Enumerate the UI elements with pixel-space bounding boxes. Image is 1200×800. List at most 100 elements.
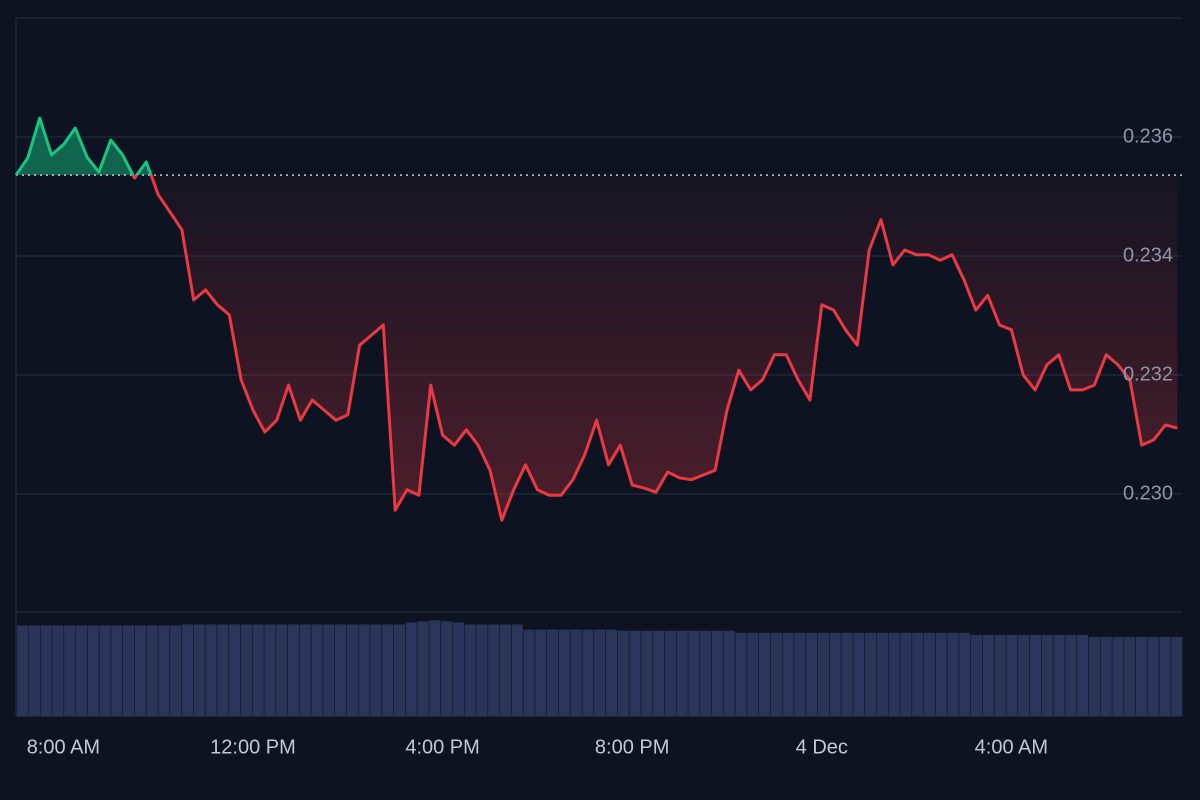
volume-bar (1065, 634, 1077, 716)
volume-bar (75, 625, 88, 716)
volume-bar (311, 624, 323, 716)
volume-bar (335, 624, 347, 716)
volume-bar (287, 624, 300, 716)
volume-bar (853, 632, 865, 716)
volume-bar (759, 632, 771, 716)
volume-bar (723, 630, 735, 716)
volume-bar (1147, 636, 1159, 716)
volume-bar (193, 624, 205, 716)
volume-bar (582, 629, 594, 716)
x-tick-label: 12:00 PM (210, 736, 296, 758)
volume-bar (865, 632, 877, 716)
volume-bar (299, 624, 311, 716)
volume-bar (900, 632, 912, 716)
x-tick-label: 4:00 PM (405, 736, 479, 758)
volume-bar (676, 630, 688, 716)
volume-bar (476, 624, 488, 716)
volume-bar (711, 630, 724, 716)
volume-bar (982, 634, 994, 716)
volume-bar (217, 624, 229, 716)
volume-bar (1053, 634, 1065, 716)
volume-bar (499, 624, 512, 716)
volume-bar (123, 625, 135, 716)
volume-bar (252, 624, 264, 716)
volume-bar (64, 625, 76, 716)
volume-bar (229, 624, 241, 716)
volume-bar (1041, 634, 1053, 716)
volume-bar (782, 632, 794, 716)
volume-bar (829, 632, 841, 716)
x-tick-label: 8:00 AM (27, 736, 100, 758)
volume-bar (205, 624, 217, 716)
volume-bar (452, 622, 464, 716)
volume-bar (40, 625, 52, 716)
volume-bar (429, 620, 441, 716)
volume-bar (664, 630, 676, 716)
volume-bar (240, 624, 252, 716)
area-fill (16, 118, 1178, 521)
volume-bar (1171, 636, 1183, 716)
volume-bar (1159, 636, 1171, 716)
volume-bar (629, 630, 641, 716)
volume-bar (28, 625, 40, 716)
volume-bar (358, 624, 370, 716)
volume-bar (688, 630, 700, 716)
volume-bar (806, 632, 818, 716)
volume-bar (181, 624, 194, 716)
volume-bar (523, 629, 535, 716)
volume-bar (52, 625, 64, 716)
volume-bar (158, 625, 170, 716)
volume-bar (111, 625, 123, 716)
volume-bar (1088, 636, 1100, 716)
volume-bar (994, 634, 1006, 716)
volume-bar (876, 632, 888, 716)
volume-bar (134, 625, 146, 716)
volume-bar (947, 632, 959, 716)
volume-bar (405, 622, 417, 716)
volume-bar (1006, 634, 1018, 716)
volume-bar (1135, 636, 1148, 716)
volume-bar (1112, 636, 1124, 716)
volume-bar (17, 625, 29, 716)
volume-bar (464, 624, 476, 716)
y-tick-label: 0.234 (1123, 244, 1173, 266)
volume-bar (558, 629, 570, 716)
volume-bar (923, 632, 936, 716)
volume-bar (276, 624, 288, 716)
volume-bar (594, 629, 606, 716)
volume-bar (1124, 636, 1136, 716)
volume-bar (170, 625, 182, 716)
volume-bar (264, 624, 276, 716)
volume-bar (817, 632, 830, 716)
volume-bar (382, 624, 394, 716)
y-tick-label: 0.232 (1123, 363, 1173, 385)
volume-bar (441, 621, 453, 716)
volume-bar (1029, 634, 1042, 716)
x-tick-label: 4 Dec (796, 736, 848, 758)
volume-bar (653, 630, 665, 716)
volume-bar (87, 625, 99, 716)
volume-bar (417, 621, 429, 716)
volume-bar (747, 632, 759, 716)
volume-bar (1077, 634, 1089, 716)
y-tick-label: 0.236 (1123, 125, 1173, 147)
volume-bar (547, 629, 559, 716)
volume-bar (146, 625, 158, 716)
volume-bar (370, 624, 382, 716)
price-line (14, 116, 1178, 522)
volume-bar (888, 632, 900, 716)
volume-bar (1018, 634, 1030, 716)
volume-bar (511, 624, 523, 716)
volume-bar (535, 629, 547, 716)
volume-bar (617, 630, 629, 716)
volume-bar (935, 632, 947, 716)
volume-bar (393, 624, 406, 716)
volume-bar (605, 629, 618, 716)
volume-bar (971, 634, 983, 716)
volume-bar (570, 629, 582, 716)
volume-bar (735, 632, 747, 716)
volume-bar (770, 632, 782, 716)
volume-bar (959, 632, 971, 716)
